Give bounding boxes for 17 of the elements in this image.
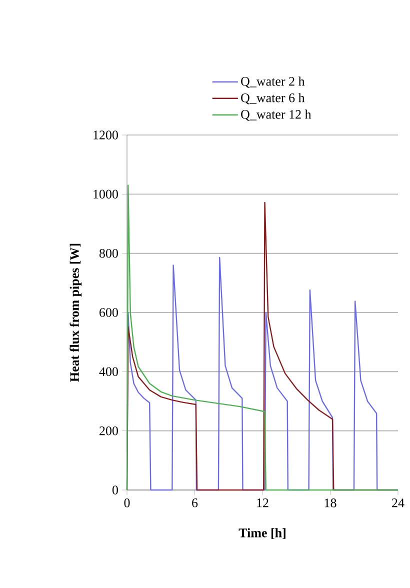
y-tick-label: 0 [112, 486, 118, 494]
y-axis-title: Heat flux from pipes [W] [70, 244, 82, 382]
y-tick-label: 400 [99, 367, 118, 376]
y-tick-label: 600 [100, 308, 118, 317]
y-tick-label: 1200 [94, 130, 118, 140]
x-tick-label: 12 [257, 498, 268, 508]
y-tick-label: 200 [100, 426, 118, 436]
x-tick-label: 24 [392, 498, 404, 508]
x-axis-title: Time [h] [238, 528, 286, 539]
y-tick-label: 1000 [94, 190, 118, 199]
x-tick-label: 18 [324, 498, 336, 508]
x-tick-label: 0 [124, 498, 130, 508]
y-tick-label: 800 [99, 248, 118, 258]
legend-label: Q_water 12 h [241, 110, 312, 121]
x-tick-label: 6 [192, 498, 198, 508]
legend-label: Q_water 6 h [241, 93, 305, 104]
legend-label: Q_water 2 h [241, 76, 305, 88]
